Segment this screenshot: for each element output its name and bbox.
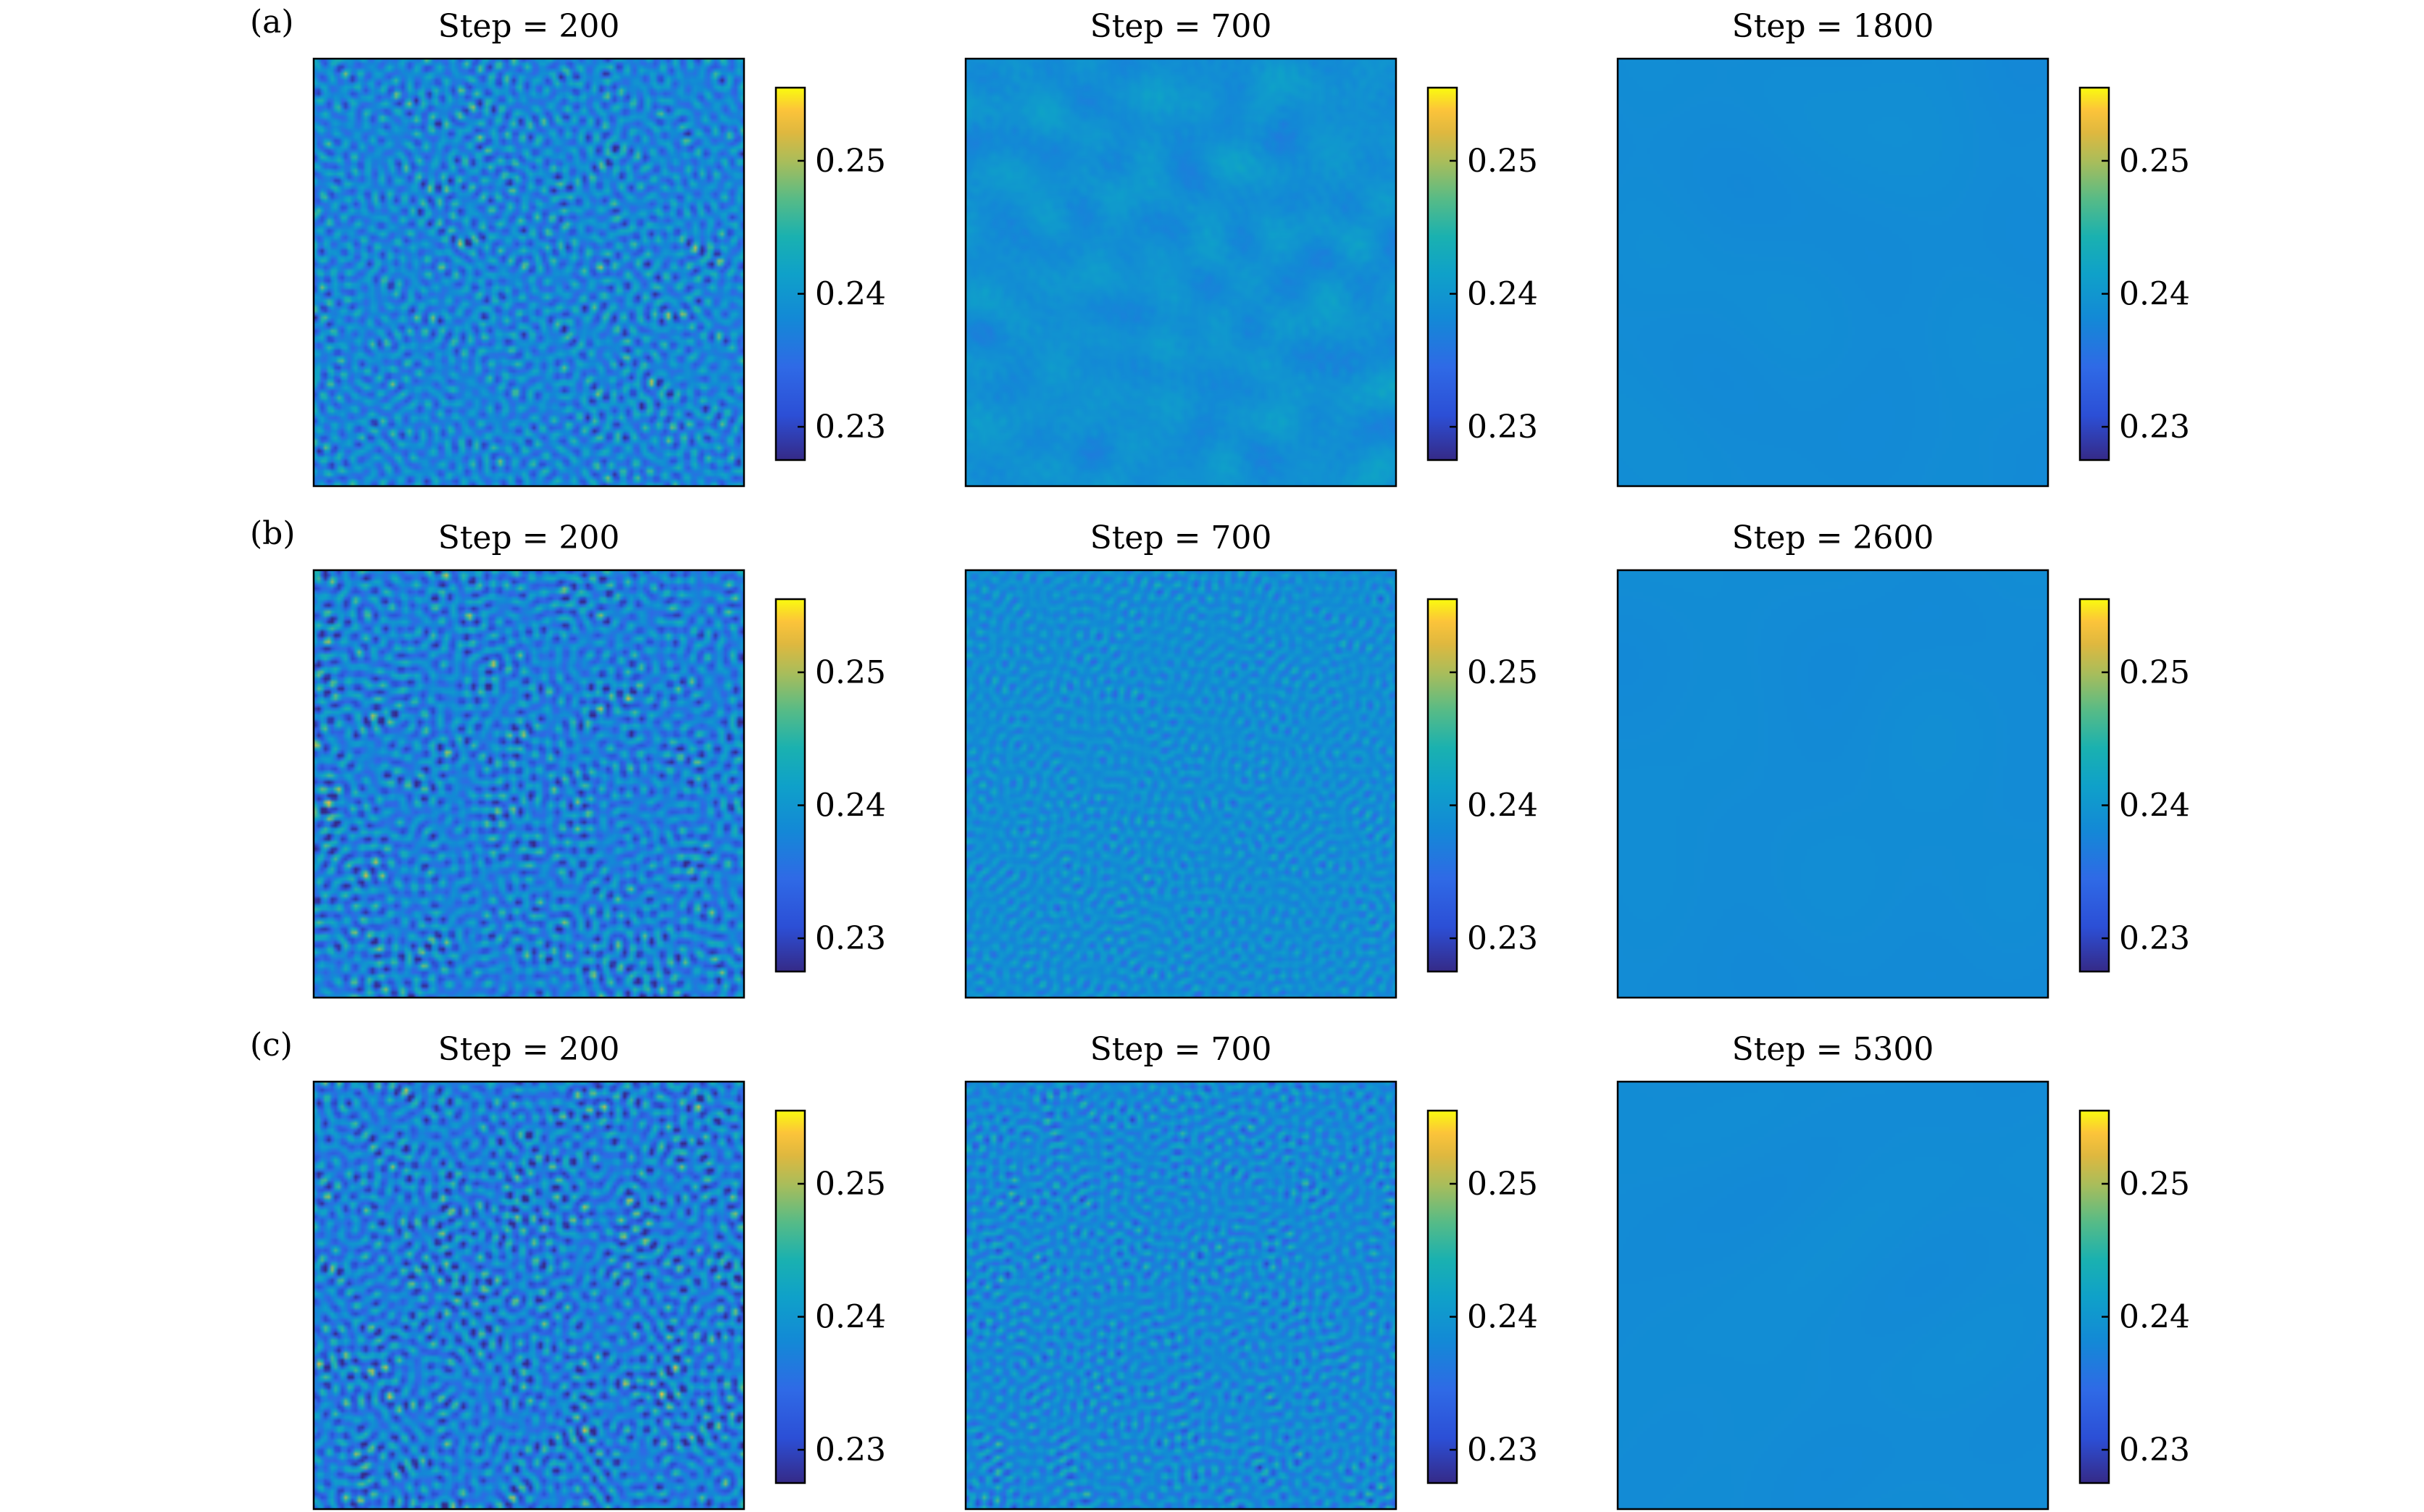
panel-2-3: Step = 2600 0.23 0.24 0.25	[1616, 519, 2190, 999]
heatmap-image	[314, 59, 744, 486]
colorbar-tick-label: 0.24	[1467, 788, 1538, 824]
panel-title: Step = 700	[1090, 8, 1272, 45]
colorbar-tick-label: 0.25	[815, 143, 886, 180]
colorbar-tick-label: 0.23	[2119, 1432, 2190, 1469]
heatmap-image	[314, 1082, 744, 1509]
colorbar-gradient	[2078, 598, 2110, 973]
colorbar-tick-label: 0.23	[1467, 920, 1538, 957]
panel-title: Step = 200	[438, 519, 620, 556]
colorbar-tick-label: 0.25	[2119, 1166, 2190, 1203]
colorbar: 0.23 0.24 0.25	[1426, 1109, 1538, 1484]
colorbar-tick-label: 0.25	[2119, 143, 2190, 180]
panel-1-1: Step = 200 0.23 0.24 0.25	[312, 8, 886, 488]
heatmap-image	[1618, 570, 2048, 998]
colorbar-tick-label: 0.23	[815, 920, 886, 957]
heatmap-frame	[1616, 1080, 2049, 1511]
colorbar-tick-label: 0.23	[815, 1432, 886, 1469]
heatmap-image	[966, 1082, 1396, 1509]
heatmap-frame	[964, 1080, 1397, 1511]
colorbar: 0.23 0.24 0.25	[2078, 86, 2190, 461]
panel-title: Step = 200	[438, 8, 620, 45]
colorbar-tick-label: 0.24	[2119, 1299, 2190, 1336]
heatmap-image	[966, 59, 1396, 486]
heatmap-frame	[964, 57, 1397, 488]
row-label: (b)	[250, 515, 296, 552]
colorbar-tick-label: 0.23	[1467, 409, 1538, 446]
panel-title: Step = 700	[1090, 519, 1272, 556]
heatmap-image	[966, 570, 1396, 998]
colorbar-gradient	[1426, 598, 1458, 973]
panel-3-3: Step = 5300 0.23 0.24 0.25	[1616, 1031, 2190, 1511]
colorbar-gradient	[1426, 86, 1458, 461]
colorbar-tick-label: 0.24	[815, 276, 886, 313]
colorbar: 0.23 0.24 0.25	[774, 1109, 886, 1484]
colorbar-gradient	[774, 1109, 806, 1484]
panel-title: Step = 1800	[1732, 8, 1934, 45]
colorbar-tick-label: 0.25	[1467, 654, 1538, 691]
colorbar-tick-label: 0.25	[1467, 1166, 1538, 1203]
heatmap-frame	[1616, 57, 2049, 488]
colorbar-gradient	[2078, 1109, 2110, 1484]
heatmap-frame	[964, 569, 1397, 999]
panel-1-3: Step = 1800 0.23 0.24 0.25	[1616, 8, 2190, 488]
colorbar-tick-label: 0.24	[2119, 276, 2190, 313]
colorbar-tick-label: 0.24	[815, 1299, 886, 1336]
heatmap-image	[1618, 1082, 2048, 1509]
colorbar-tick-label: 0.25	[1467, 143, 1538, 180]
colorbar: 0.23 0.24 0.25	[2078, 1109, 2190, 1484]
heatmap-image	[1618, 59, 2048, 486]
colorbar-gradient	[774, 86, 806, 461]
colorbar: 0.23 0.24 0.25	[1426, 598, 1538, 973]
panel-3-2: Step = 700 0.23 0.24 0.25	[964, 1031, 1538, 1511]
colorbar: 0.23 0.24 0.25	[774, 598, 886, 973]
colorbar: 0.23 0.24 0.25	[1426, 86, 1538, 461]
colorbar-tick-label: 0.25	[815, 654, 886, 691]
colorbar: 0.23 0.24 0.25	[774, 86, 886, 461]
panel-title: Step = 200	[438, 1031, 620, 1068]
colorbar-tick-label: 0.25	[2119, 654, 2190, 691]
panel-2-2: Step = 700 0.23 0.24 0.25	[964, 519, 1538, 999]
heatmap-frame	[1616, 569, 2049, 999]
colorbar-tick-label: 0.23	[815, 409, 886, 446]
colorbar-tick-label: 0.25	[815, 1166, 886, 1203]
colorbar-tick-label: 0.23	[2119, 920, 2190, 957]
colorbar: 0.23 0.24 0.25	[2078, 598, 2190, 973]
heatmap-frame	[312, 1080, 745, 1511]
panel-title: Step = 5300	[1732, 1031, 1934, 1068]
colorbar-tick-label: 0.24	[1467, 276, 1538, 313]
colorbar-tick-label: 0.24	[1467, 1299, 1538, 1336]
colorbar-gradient	[774, 598, 806, 973]
panel-3-1: Step = 200 0.23 0.24 0.25	[312, 1031, 886, 1511]
heatmap-image	[314, 570, 744, 998]
colorbar-tick-label: 0.24	[815, 788, 886, 824]
colorbar-tick-label: 0.23	[1467, 1432, 1538, 1469]
panel-2-1: Step = 200 0.23 0.24 0.25	[312, 519, 886, 999]
colorbar-tick-label: 0.24	[2119, 788, 2190, 824]
panel-1-2: Step = 700 0.23 0.24 0.25	[964, 8, 1538, 488]
colorbar-gradient	[2078, 86, 2110, 461]
row-label: (a)	[250, 4, 294, 41]
heatmap-frame	[312, 57, 745, 488]
colorbar-gradient	[1426, 1109, 1458, 1484]
panel-title: Step = 700	[1090, 1031, 1272, 1068]
panel-title: Step = 2600	[1732, 519, 1934, 556]
heatmap-frame	[312, 569, 745, 999]
colorbar-tick-label: 0.23	[2119, 409, 2190, 446]
row-label: (c)	[250, 1027, 293, 1064]
